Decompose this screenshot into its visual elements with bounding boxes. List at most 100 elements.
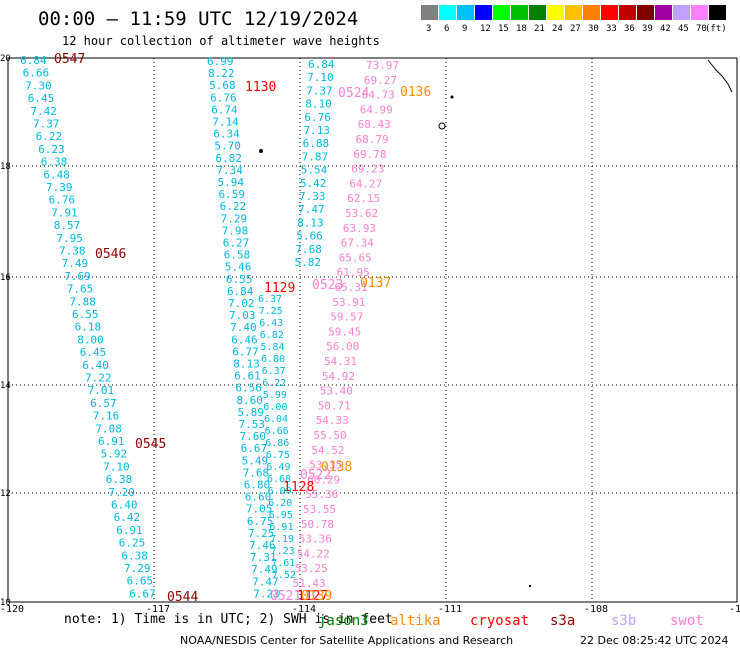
swh-value: 6.84 — [308, 58, 335, 71]
swh-value: 6.67 — [129, 587, 156, 600]
swh-value: 7.47 — [252, 575, 279, 588]
swh-value: 6.49 — [266, 462, 290, 473]
swh-value: 6.34 — [213, 128, 240, 141]
swh-value: 6.40 — [82, 359, 109, 372]
swh-value: 7.34 — [216, 164, 243, 177]
map-frame — [7, 57, 738, 603]
legend-label: 9 — [462, 24, 468, 34]
swh-value: 7.29 — [221, 212, 248, 225]
swh-value: 6.45 — [28, 92, 55, 105]
swh-value: 6.57 — [90, 397, 117, 410]
swh-value: 68.79 — [356, 133, 389, 146]
legend-label: 27 — [570, 24, 581, 34]
legend-swatch — [511, 5, 528, 20]
legend-swatch — [709, 5, 726, 20]
swh-value: 6.37 — [262, 366, 286, 377]
swh-value: 6.82 — [215, 152, 242, 165]
swh-value: 6.76 — [49, 194, 76, 207]
swh-value: 6.23 — [38, 143, 64, 156]
swh-value: 7.37 — [33, 118, 60, 131]
swh-value: 7.98 — [222, 224, 249, 237]
swh-value: 6.38 — [121, 549, 147, 562]
swh-value: 6.66 — [23, 67, 49, 80]
legend-label: 15 — [498, 24, 509, 34]
swh-value: 7.65 — [67, 283, 94, 296]
swh-value: 7.33 — [299, 190, 326, 203]
swh-value: 50.78 — [301, 518, 334, 531]
swh-value: 7.25 — [259, 306, 283, 317]
swh-value: 6.76 — [304, 111, 331, 124]
swh-value: 64.27 — [349, 177, 382, 190]
swh-value: 65.31 — [335, 281, 368, 294]
swh-value: 5.92 — [101, 448, 128, 461]
legend-label: 30 — [588, 24, 599, 34]
swh-value: 5.68 — [209, 79, 236, 92]
island — [438, 122, 446, 130]
satellite-label-cryosat: cryosat — [470, 613, 530, 629]
swh-value: 7.29 — [124, 562, 151, 575]
legend-label: 70 — [696, 24, 707, 34]
swh-value: 53.36 — [299, 533, 332, 546]
swh-value: 55.50 — [314, 429, 347, 442]
swh-value: 6.60 — [245, 491, 271, 504]
swh-value: 7.60 — [240, 430, 266, 443]
swh-value: 65.65 — [339, 251, 372, 264]
swh-value: 6.66 — [265, 426, 289, 437]
swh-value: 64.99 — [360, 103, 393, 116]
swh-value: 6.68 — [267, 474, 291, 485]
time-label: 1130 — [245, 80, 276, 95]
legend-swatch — [691, 5, 708, 20]
island — [259, 149, 263, 153]
legend-label: 3 — [426, 24, 432, 34]
swh-value: 5.66 — [296, 230, 323, 243]
swh-value: 7.03 — [229, 309, 256, 322]
swh-value: 6.76 — [210, 91, 237, 104]
swh-value: 6.46 — [231, 333, 258, 346]
swh-value: 73.97 — [366, 59, 399, 72]
legend-swatch — [439, 5, 456, 20]
legend-label: 21 — [534, 24, 545, 34]
swh-value: 63.93 — [343, 222, 376, 235]
legend-swatch — [619, 5, 636, 20]
legend-swatch — [601, 5, 618, 20]
swh-value: 7.87 — [302, 150, 329, 163]
y-tick-label: 10 — [0, 598, 11, 608]
swh-value: 5.70 — [214, 140, 241, 153]
legend-label: 33 — [606, 24, 617, 34]
swh-value: 50.71 — [318, 399, 351, 412]
swh-value: 6.22 — [220, 200, 247, 213]
swh-value: 7.47 — [298, 203, 325, 216]
swh-value: 7.69 — [64, 270, 91, 283]
swh-value: 7.30 — [25, 79, 52, 92]
swh-value: 53.55 — [303, 503, 336, 516]
swh-value: 7.01 — [88, 384, 115, 397]
swh-value: 8.00 — [77, 333, 104, 346]
swh-value: 6.00 — [263, 402, 287, 413]
island — [450, 95, 454, 99]
legend-label: 39 — [642, 24, 653, 34]
swh-value: 6.18 — [75, 321, 102, 334]
swh-value: 6.43 — [259, 318, 283, 329]
swh-value: 7.31 — [250, 551, 276, 564]
source-credit: NOAA/NESDIS Center for Satellite Applica… — [180, 634, 514, 647]
swh-value: 7.88 — [69, 295, 96, 308]
swh-value: 6.38 — [41, 156, 68, 169]
swh-value: 53.62 — [345, 207, 378, 220]
swh-value: 7.68 — [243, 466, 270, 479]
x-tick-label: -114 — [292, 604, 316, 615]
legend-swatch — [457, 5, 474, 20]
swh-value: 6.91 — [269, 522, 293, 533]
y-tick-label: 20 — [0, 54, 11, 64]
legend-label: 18 — [516, 24, 527, 34]
time-label: 1127 — [297, 589, 328, 604]
swh-value: 54.22 — [297, 547, 330, 560]
swh-value: 7.16 — [93, 410, 120, 423]
swh-value: 7.42 — [30, 105, 57, 118]
swh-value: 6.00 — [268, 486, 292, 497]
swh-value: 7.61 — [271, 558, 295, 569]
island — [528, 584, 532, 588]
satellite-label-s3a: s3a — [550, 613, 576, 629]
y-tick-label: 18 — [0, 162, 11, 172]
swh-value: 7.39 — [46, 181, 73, 194]
swh-value: 5.42 — [300, 177, 327, 190]
